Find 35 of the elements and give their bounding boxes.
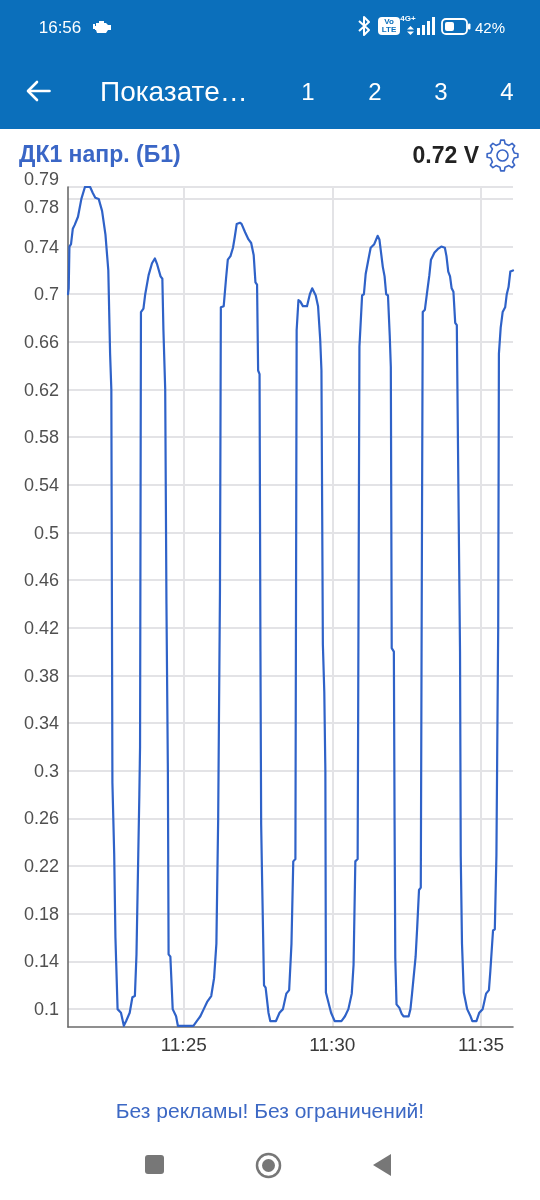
chart-title: ДК1 напр. (Б1)	[19, 140, 181, 167]
text: 4G+	[400, 14, 416, 23]
x-tick-label: 11:30	[309, 1034, 356, 1055]
y-tick-label: 0.3	[33, 760, 59, 781]
y-tick-label: 0.46	[23, 570, 59, 591]
y-tick-label: 0.58	[23, 427, 59, 448]
y-tick-label: 0.18	[23, 903, 59, 924]
text: 2	[368, 78, 382, 105]
x-tick-label: 11:25	[160, 1034, 207, 1055]
y-tick-label: 0.42	[23, 617, 59, 638]
y-tick-label: 0.22	[23, 856, 59, 877]
y-tick-label: 0.62	[23, 379, 59, 400]
x-tick-label: 11:35	[457, 1034, 505, 1055]
y-tick-label: 0.1	[33, 999, 59, 1020]
y-tick-label: 0.66	[23, 331, 59, 352]
text: 0.72 V	[412, 141, 479, 168]
text: 1	[301, 78, 315, 105]
y-tick-label: 0.54	[23, 474, 59, 495]
text: Показате…	[100, 76, 248, 107]
text: 4	[500, 78, 514, 105]
text: 3	[434, 78, 448, 105]
y-tick-label: 0.74	[23, 236, 59, 257]
text: 16:56	[38, 17, 82, 37]
y-tick-label: 0.38	[23, 665, 59, 686]
text: 42%	[474, 18, 506, 36]
y-tick-label: 0.79	[23, 169, 59, 189]
y-tick-label: 0.26	[23, 808, 59, 829]
volte-badge: Vo LTE	[378, 17, 400, 35]
y-tick-label: 0.5	[33, 522, 59, 543]
y-tick-label: 0.34	[23, 713, 59, 734]
text: Без рекламы! Без ограничений!	[115, 1098, 425, 1122]
line-series	[66, 185, 515, 1027]
y-tick-label: 0.14	[23, 951, 59, 972]
y-tick-label: 0.78	[23, 196, 59, 217]
y-tick-label: 0.7	[33, 284, 59, 305]
